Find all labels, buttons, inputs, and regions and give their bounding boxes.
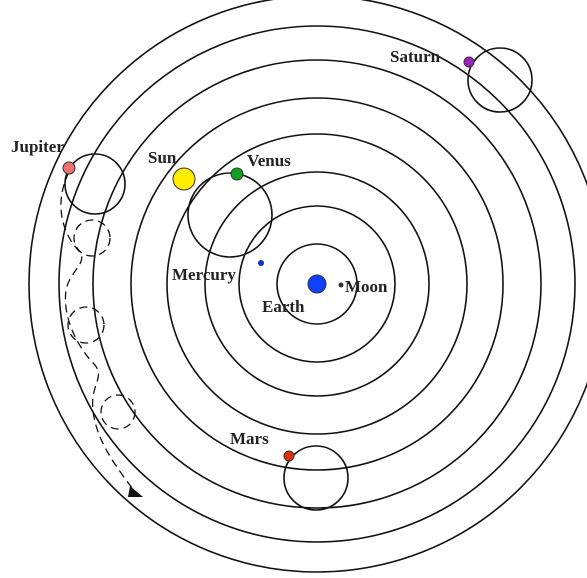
orbit [238, 205, 396, 363]
label: Moon [345, 277, 388, 296]
arrow-head [128, 486, 143, 497]
label: Mercury [172, 265, 236, 284]
orbit [28, 0, 587, 573]
earth [307, 274, 327, 294]
mars [283, 450, 295, 462]
mars-epicycle [283, 445, 349, 511]
deferents [28, 0, 587, 573]
epicycles [60, 47, 533, 511]
label: Mars [230, 429, 269, 448]
retrograde-path [60, 171, 133, 489]
saturn [463, 56, 475, 68]
orbit [204, 171, 430, 397]
label: Saturn [390, 47, 441, 66]
venus-epicycle [187, 172, 273, 258]
venus [230, 167, 244, 181]
label: Venus [247, 151, 291, 170]
label: Jupiter [11, 137, 64, 156]
dashed-epicycle [100, 394, 136, 430]
mercury [258, 260, 264, 266]
bodies [62, 56, 475, 462]
jupiter-epicycle [64, 153, 126, 215]
orbit [92, 59, 542, 509]
saturn-epicycle [467, 47, 533, 113]
sun [172, 167, 196, 191]
orbit [130, 97, 504, 471]
moon-orbit [276, 243, 358, 325]
dashed-epicycle [67, 306, 105, 344]
orbit [58, 25, 576, 543]
jupiter [62, 161, 76, 175]
moon [338, 282, 344, 288]
orbit [166, 133, 468, 435]
dashed-epicycle [73, 219, 111, 257]
label: Earth [262, 297, 305, 316]
label: Sun [148, 148, 177, 167]
